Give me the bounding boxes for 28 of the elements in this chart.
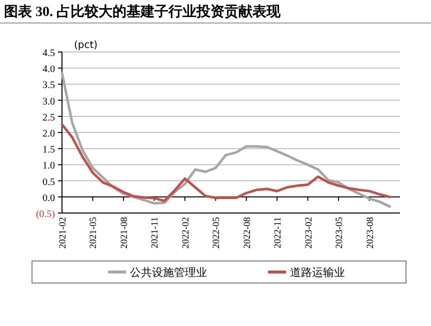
y-tick-label: (0.5) <box>36 209 55 220</box>
x-tick-label: 2023-02 <box>304 216 314 249</box>
y-tick-label: 1.0 <box>42 160 55 172</box>
y-tick-label: 0.5 <box>42 176 55 188</box>
x-tick-label: 2022-11 <box>274 216 284 248</box>
x-tick-label: 2021-11 <box>150 216 161 248</box>
x-tick-label: 2022-02 <box>181 216 192 249</box>
x-tick-label: 2021-08 <box>120 216 130 249</box>
x-tick-label: 2021-02 <box>58 216 68 249</box>
y-tick-label: 0.0 <box>42 192 55 204</box>
y-tick-label: 3.0 <box>42 96 55 108</box>
x-tick-label: 2022-08 <box>242 216 253 249</box>
x-tick-label: 2021-05 <box>89 216 100 249</box>
x-tick-label: 2023-08 <box>366 216 376 249</box>
y-tick-label: 4.0 <box>42 64 55 76</box>
y-tick-label: 2.0 <box>42 128 55 140</box>
line-series <box>60 72 392 208</box>
y-axis-title: (pct) <box>74 40 98 51</box>
y-tick-label: 3.5 <box>42 80 55 92</box>
legend-label: 道路运输业 <box>290 266 345 279</box>
legend-label: 公共设施管理业 <box>130 266 207 279</box>
chart-title: 图表 30. 占比较大的基建子行业投资贡献表现 <box>4 4 282 20</box>
y-tick-label: 1.5 <box>42 144 55 156</box>
x-tick-label: 2023-05 <box>335 216 346 249</box>
y-tick-label: 4.5 <box>42 48 55 59</box>
y-tick-label: 2.5 <box>42 112 55 124</box>
line-series <box>60 123 392 202</box>
x-tick-label: 2022-05 <box>212 216 222 249</box>
